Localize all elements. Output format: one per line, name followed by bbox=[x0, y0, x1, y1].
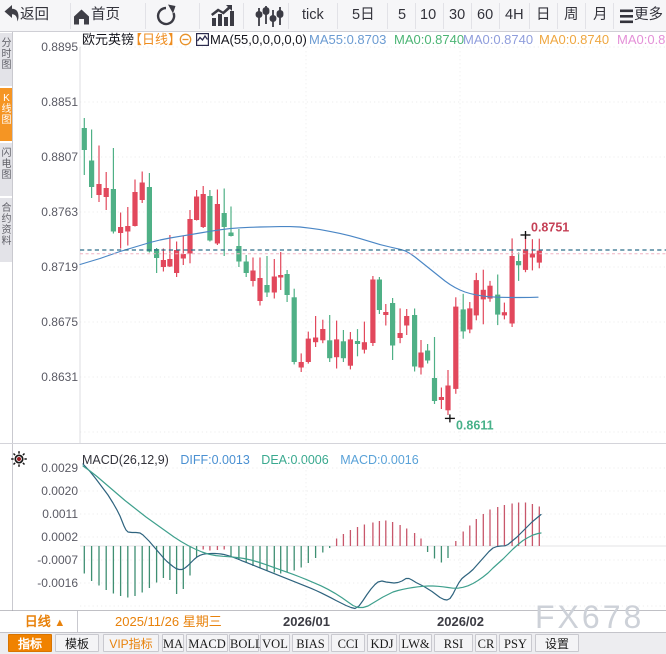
svg-text:0.0029: 0.0029 bbox=[41, 461, 78, 475]
svg-text:0.0002: 0.0002 bbox=[41, 530, 78, 544]
svg-text:0.0020: 0.0020 bbox=[41, 484, 78, 498]
svg-text:0.8895: 0.8895 bbox=[41, 40, 78, 54]
svg-text:0.0011: 0.0011 bbox=[42, 507, 78, 521]
svg-text:0.8807: 0.8807 bbox=[41, 150, 78, 164]
svg-text:0.8751: 0.8751 bbox=[531, 221, 569, 235]
svg-text:-0.0007: -0.0007 bbox=[37, 553, 78, 567]
svg-text:0.8851: 0.8851 bbox=[41, 95, 78, 109]
svg-text:0.8675: 0.8675 bbox=[41, 315, 78, 329]
svg-text:0.8719: 0.8719 bbox=[41, 260, 78, 274]
svg-text:0.8763: 0.8763 bbox=[41, 205, 78, 219]
svg-text:0.8631: 0.8631 bbox=[41, 370, 78, 384]
svg-text:0.8611: 0.8611 bbox=[456, 419, 494, 433]
svg-text:-0.0016: -0.0016 bbox=[37, 576, 78, 590]
